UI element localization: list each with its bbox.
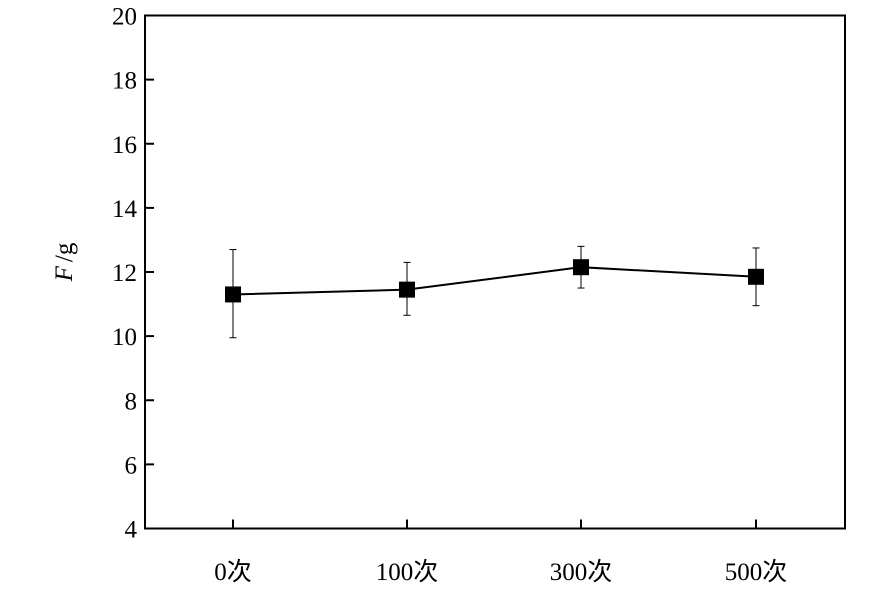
x-tick-label: 500次 [725, 558, 788, 586]
y-tick-label: 18 [112, 68, 137, 95]
y-tick-label: 20 [112, 4, 137, 31]
y-tick-label: 10 [112, 324, 137, 351]
y-axis-label: F/g [51, 242, 78, 282]
x-tick-label: 100次 [376, 558, 439, 586]
y-axis: 4 6 8 10 12 14 16 18 20 [112, 4, 154, 544]
y-axis-label-var: F [51, 265, 78, 282]
x-tick-label: 300次 [550, 558, 613, 586]
data-point-marker [573, 259, 589, 276]
y-tick-label: 16 [112, 132, 137, 159]
y-tick-label: 12 [112, 260, 137, 287]
plot-area-border [144, 14, 846, 530]
series-line [232, 266, 757, 296]
series-layer [225, 245, 764, 339]
data-point-marker [748, 268, 764, 285]
y-tick-label: 4 [125, 517, 138, 544]
data-point-marker [225, 286, 241, 303]
x-tick-label: 0次 [214, 558, 252, 586]
x-axis: 0次 100次 300次 500次 [214, 519, 788, 586]
y-tick-label: 14 [112, 196, 138, 223]
y-tick-label: 6 [125, 452, 138, 479]
data-point-marker [399, 281, 415, 298]
y-axis-label-unit: /g [51, 242, 78, 262]
plot-frame [144, 14, 846, 530]
y-tick-label: 8 [125, 388, 138, 415]
